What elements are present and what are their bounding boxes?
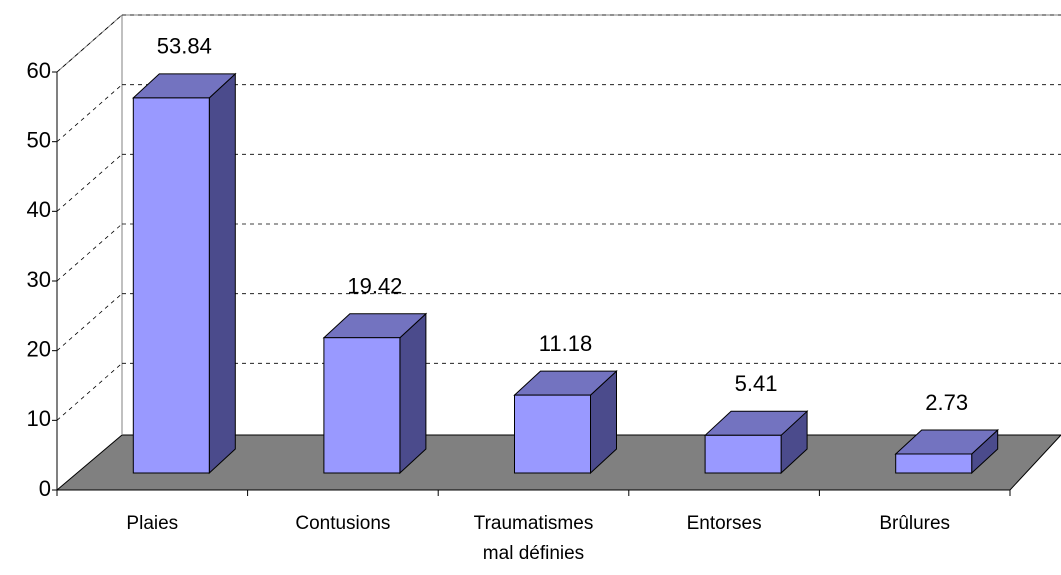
y-tick-label: 20 [27, 336, 51, 361]
x-tick-label: Entorses [687, 513, 762, 534]
bar-front [704, 434, 782, 474]
bar-front [895, 453, 973, 474]
bar [513, 369, 618, 475]
bar-side [399, 312, 427, 475]
grid-line [56, 293, 123, 351]
bar-front [323, 337, 401, 474]
x-tick-label: Traumatismes mal définies [474, 513, 594, 564]
bar [894, 428, 999, 475]
x-tick-label: Contusions [295, 513, 390, 534]
value-label: 2.73 [925, 390, 968, 415]
bar [322, 312, 428, 475]
grid-line [56, 84, 123, 142]
y-tick-label: 0 [39, 476, 51, 501]
value-label: 5.41 [735, 371, 778, 396]
grid-line [56, 154, 123, 212]
x-tick-label: Brûlures [879, 513, 950, 534]
y-tick-label: 30 [27, 267, 51, 292]
y-tick-label: 50 [27, 127, 51, 152]
bar-front [132, 97, 210, 474]
y-tick-label: 10 [27, 406, 51, 431]
bar [132, 72, 237, 475]
y-tick-label: 40 [27, 197, 51, 222]
grid-line [56, 223, 123, 282]
y-tick-label: 60 [27, 58, 51, 83]
value-label: 19.42 [347, 274, 402, 299]
x-tick-label: Plaies [126, 513, 178, 534]
grid-line [56, 363, 123, 421]
grid-line [56, 14, 123, 73]
bar [703, 410, 809, 475]
bar-side [208, 72, 236, 475]
bar-front [514, 394, 591, 474]
value-label: 53.84 [157, 34, 212, 59]
value-label: 11.18 [539, 331, 592, 356]
